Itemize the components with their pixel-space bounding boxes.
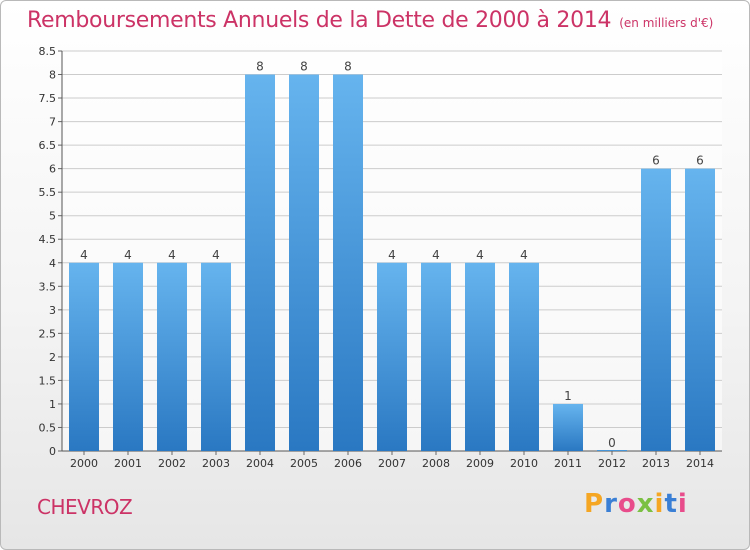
y-tick-label: 2 [49,351,56,364]
x-tick-label: 2007 [378,457,406,470]
bar-value-label: 0 [608,436,616,450]
bar-value-label: 6 [652,154,660,168]
y-tick-label: 5.5 [39,186,57,199]
logo-letter: r [604,489,618,519]
y-tick-label: 1.5 [39,374,57,387]
chart-title-text: Remboursements Annuels de la Dette de 20… [27,8,612,33]
y-tick-label: 5 [49,210,56,223]
bar-value-label: 4 [520,248,528,262]
bar-value-label: 4 [388,248,396,262]
x-tick-label: 2012 [598,457,626,470]
bar-value-label: 8 [300,60,308,74]
logo-letter: o [617,489,637,519]
bar-value-label: 4 [212,248,220,262]
bar-value-label: 4 [168,248,176,262]
y-tick-label: 6.5 [39,139,57,152]
chart-unit: (en milliers d'€) [619,16,714,30]
x-tick-label: 2010 [510,457,538,470]
y-tick-label: 8.5 [39,45,57,58]
x-tick-label: 2011 [554,457,582,470]
bar [553,403,583,451]
bar [157,262,187,451]
bar-value-label: 4 [124,248,132,262]
y-tick-label: 2.5 [39,327,57,340]
logo-letter: P [584,489,605,519]
logo-letter: x [636,489,655,519]
bar-value-label: 4 [432,248,440,262]
bar [685,168,715,451]
chart-title: Remboursements Annuels de la Dette de 20… [27,8,713,33]
bar [509,262,539,451]
bar [201,262,231,451]
bar-value-label: 4 [476,248,484,262]
y-tick-label: 7 [49,116,56,129]
x-tick-label: 2003 [202,457,230,470]
y-tick-label: 0 [49,445,56,458]
y-tick-label: 8 [49,69,56,82]
x-tick-label: 2014 [686,457,714,470]
bar-value-label: 6 [696,154,704,168]
y-tick-label: 1 [49,398,56,411]
bar [597,450,627,451]
bar [245,74,275,451]
x-tick-label: 2005 [290,457,318,470]
x-tick-label: 2006 [334,457,362,470]
y-tick-label: 6 [49,163,56,176]
bar [333,74,363,451]
y-tick-label: 4.5 [39,233,57,246]
x-tick-label: 2000 [70,457,98,470]
bar [421,262,451,451]
y-tick-label: 3.5 [39,280,57,293]
x-tick-label: 2002 [158,457,186,470]
y-tick-label: 7.5 [39,92,57,105]
bar-value-label: 8 [256,60,264,74]
bar [113,262,143,451]
bar [465,262,495,451]
bar-value-label: 4 [80,248,88,262]
bar [377,262,407,451]
y-tick-label: 4 [49,257,56,270]
bar-value-label: 8 [344,60,352,74]
y-tick-label: 3 [49,304,56,317]
bar-value-label: 1 [564,389,572,403]
x-tick-label: 2008 [422,457,450,470]
x-tick-label: 2013 [642,457,670,470]
x-tick-label: 2009 [466,457,494,470]
bar [69,262,99,451]
logo-letter: i [677,489,688,519]
logo-letter: i [654,489,665,519]
logo-letter: t [664,489,678,519]
x-tick-label: 2004 [246,457,274,470]
proxiti-logo: Proxiti [584,489,688,519]
x-tick-label: 2001 [114,457,142,470]
bar [641,168,671,451]
bar [289,74,319,451]
commune-name: CHEVROZ [37,495,133,519]
y-tick-label: 0.5 [39,421,57,434]
